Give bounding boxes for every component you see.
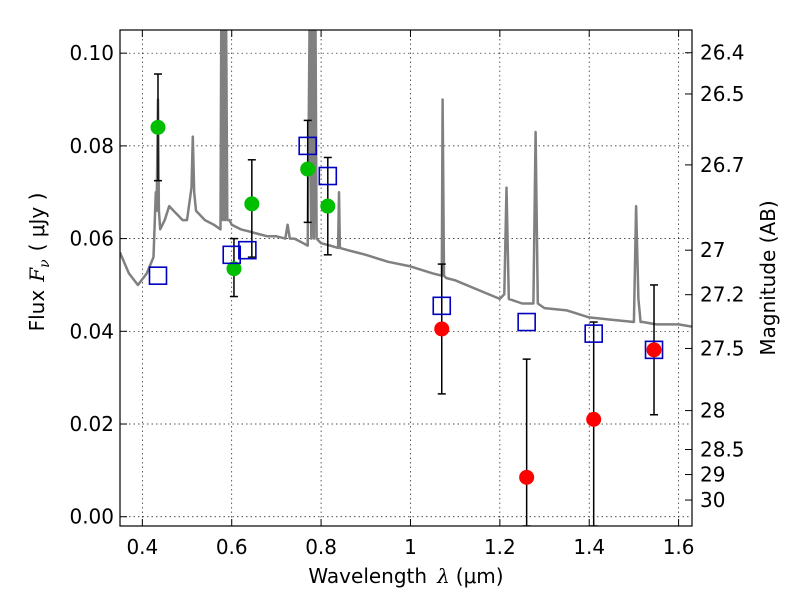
red-flux-point xyxy=(519,469,535,485)
y2-tick-label: 27.5 xyxy=(700,336,745,360)
photometry-square-point xyxy=(318,166,338,186)
photometry-square-point xyxy=(584,324,603,343)
y2-tick-label: 27.2 xyxy=(700,283,745,307)
green-flux-point xyxy=(300,161,316,177)
plot-frame xyxy=(119,29,693,527)
y2-tick-label: 28 xyxy=(700,399,725,423)
x-tick-label: 0.8 xyxy=(305,535,337,559)
y2-tick-label: 29 xyxy=(700,463,725,487)
x-tick-label: 1.6 xyxy=(663,535,695,559)
x-tick-label: 0.6 xyxy=(216,535,248,559)
y2-tick-label: 27 xyxy=(700,238,725,262)
y-tick-label: 0.06 xyxy=(69,227,114,251)
red-flux-point xyxy=(586,411,602,427)
green-flux-point xyxy=(244,196,260,212)
green-flux-point xyxy=(226,261,242,277)
y2-tick-label: 26.4 xyxy=(700,41,745,65)
axis-ticks: 0.4 0.6 0.8 1 1.2 1.4 1.6 0.00 0.02 0.04 0.06 0.08 0… xyxy=(69,30,745,559)
y-tick-label: 0.08 xyxy=(69,134,114,158)
y-axis-title: FluxFν( μJy ) xyxy=(25,193,53,332)
x-tick-label: 1.4 xyxy=(573,535,605,559)
y-tick-label: 0.00 xyxy=(69,505,114,529)
photometry-square-point xyxy=(298,136,317,156)
plot-area xyxy=(120,30,692,526)
photometry-square-point xyxy=(644,340,664,360)
photometry-square-point xyxy=(238,240,257,260)
red-flux-point xyxy=(646,342,662,358)
photometry-square-point xyxy=(517,312,536,332)
y-tick-label: 0.02 xyxy=(69,412,114,436)
photometry-square-point xyxy=(432,296,452,316)
x-tick-label: 1.2 xyxy=(484,535,516,559)
y2-tick-label: 26.7 xyxy=(700,153,745,177)
y2-axis-title: Magnitude (AB) xyxy=(756,200,780,355)
green-flux-point xyxy=(150,119,166,135)
photometry-square-point xyxy=(148,266,168,285)
y-tick-label: 0.04 xyxy=(69,319,114,343)
model-spectrum-line xyxy=(120,30,692,328)
red-flux-point xyxy=(434,321,450,337)
photometry-square-point xyxy=(222,245,242,265)
y-tick-label: 0.10 xyxy=(69,41,114,65)
x-tick-label: 0.4 xyxy=(126,535,158,559)
x-axis-title: Wavelength λ (μm) xyxy=(308,564,503,588)
y2-tick-label: 26.5 xyxy=(700,82,745,106)
gridlines xyxy=(120,30,692,526)
x-tick-label: 1 xyxy=(404,535,417,559)
green-flux-point xyxy=(320,198,336,214)
y2-tick-label: 30 xyxy=(700,488,725,512)
y2-tick-label: 28.5 xyxy=(700,438,745,462)
